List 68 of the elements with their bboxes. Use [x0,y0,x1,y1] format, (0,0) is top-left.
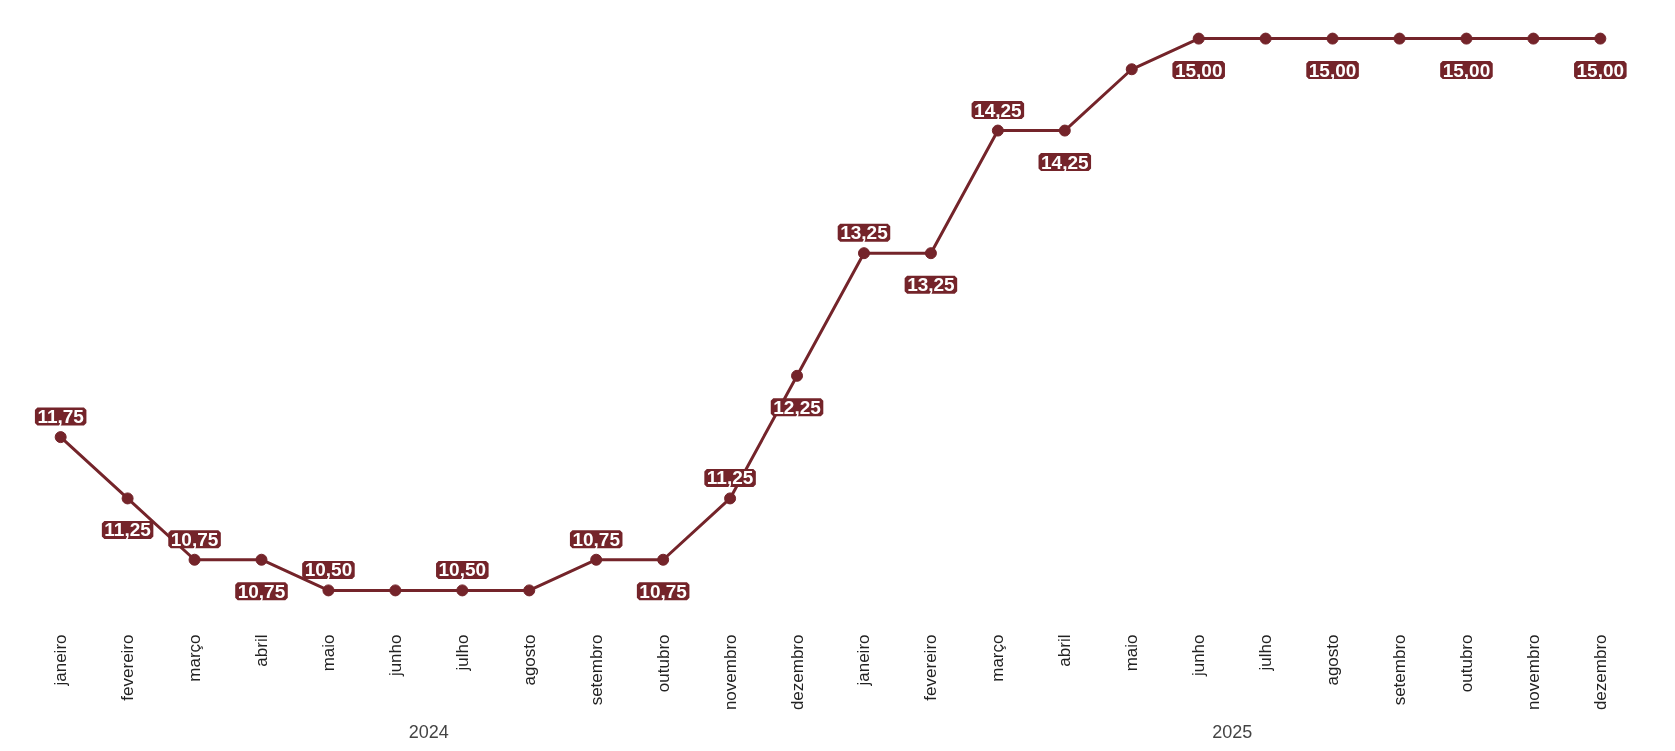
x-tick-label: fevereiro [118,634,138,701]
data-label: 11,25 [104,519,152,541]
data-label: 15,00 [1442,59,1491,81]
x-tick-label: maio [318,634,338,672]
x-tick-label: agosto [1323,634,1343,686]
text: 2025 [1212,721,1253,742]
point [791,369,804,382]
x-tick-label: fevereiro [921,634,941,701]
x-tick-label: julho [452,634,472,672]
x-tick-label: março [988,634,1008,682]
x-tick-label: abril [1055,634,1075,667]
data-label: 13,25 [907,274,956,296]
data-label: 10,50 [304,559,353,581]
point [255,553,268,566]
point [1527,32,1540,45]
x-tick-label: outubro [1456,634,1476,693]
point [1058,124,1071,137]
point [389,584,402,597]
data-label: 15,00 [1308,59,1357,81]
data-label: 10,75 [170,528,219,550]
x-tick-label: junho [385,634,405,678]
data-label: 13,25 [840,222,889,244]
data-label: 12,25 [773,396,822,418]
x-tick-label: maio [1122,634,1142,672]
point [456,584,469,597]
data-label: 10,50 [438,559,487,581]
data-label: 14,25 [974,99,1023,121]
point [1594,32,1607,45]
point [322,584,335,597]
point [590,553,603,566]
x-tick-label: janeiro [854,634,874,687]
x-tick-label: julho [1256,634,1276,672]
x-tick-label: novembro [1523,634,1543,711]
point [523,584,536,597]
x-tick-label: abril [251,634,271,667]
point [1460,32,1473,45]
point [121,492,134,505]
point [1326,32,1339,45]
point [724,492,737,505]
x-tick-label: junho [1189,634,1209,678]
x-tick-label: agosto [519,634,539,686]
point [188,553,201,566]
point [1259,32,1272,45]
point [991,124,1004,137]
data-label: 14,25 [1041,151,1089,173]
x-tick-label: setembro [1390,634,1410,706]
x-tick-label: dezembro [787,634,807,711]
data-label: 15,00 [1576,59,1625,81]
data-label: 10,75 [639,580,688,602]
data-label: 10,75 [237,580,286,602]
x-tick-label: outubro [653,634,673,693]
x-tick-label: novembro [720,634,740,711]
data-label: 15,00 [1174,59,1223,81]
point [1393,32,1406,45]
data-label: 10,75 [572,528,621,550]
x-tick-label: março [185,634,205,682]
point [924,247,937,260]
point [1192,32,1205,45]
x-tick-label: dezembro [1590,634,1610,711]
point [1125,63,1138,76]
x-tick-label: janeiro [51,634,71,687]
point [857,247,870,260]
data-label: 11,25 [706,467,754,489]
point [657,553,670,566]
x-tick-label: setembro [586,634,606,706]
text: 2024 [408,721,449,742]
point [54,431,67,444]
data-label: 11,75 [37,406,85,428]
